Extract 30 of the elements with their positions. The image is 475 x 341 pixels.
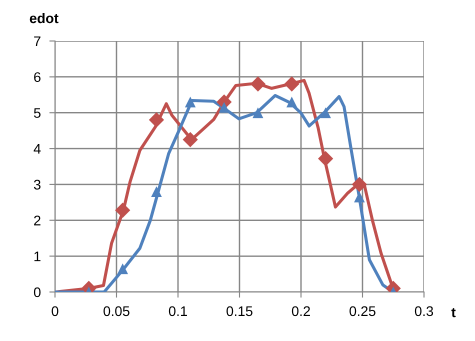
point — [250, 76, 266, 92]
point — [354, 192, 365, 202]
point — [252, 107, 264, 118]
x-tick-label: 0.25 — [350, 306, 376, 316]
x-tick-label: 0.3 — [414, 306, 434, 316]
point — [115, 202, 130, 218]
point — [184, 96, 196, 108]
point — [182, 132, 198, 148]
point — [284, 76, 300, 92]
x-tick-label: 0.15 — [226, 306, 252, 316]
y-tick-label: 1 — [34, 252, 40, 262]
y-tick-label: 7 — [34, 36, 40, 46]
x-tick-label: 0.05 — [104, 306, 130, 316]
point — [148, 112, 164, 128]
y-tick-label: 5 — [34, 108, 41, 118]
point — [320, 107, 331, 118]
y-tick-label: 0 — [34, 287, 41, 298]
x-tick-label: 0.2 — [292, 306, 310, 316]
point — [286, 96, 298, 108]
point — [352, 176, 368, 192]
y-tick-label: 2 — [34, 216, 40, 226]
x-tick-label: 0 — [52, 306, 58, 316]
y-axis-title: edot — [30, 12, 58, 24]
x-axis-title: t — [451, 308, 456, 318]
point — [318, 151, 334, 166]
point — [151, 186, 162, 197]
x-tick-label: 0.1 — [168, 306, 187, 316]
y-tick-label: 6 — [34, 72, 40, 82]
y-tick-label: 3 — [34, 180, 40, 190]
y-tick-label: 4 — [34, 144, 41, 154]
